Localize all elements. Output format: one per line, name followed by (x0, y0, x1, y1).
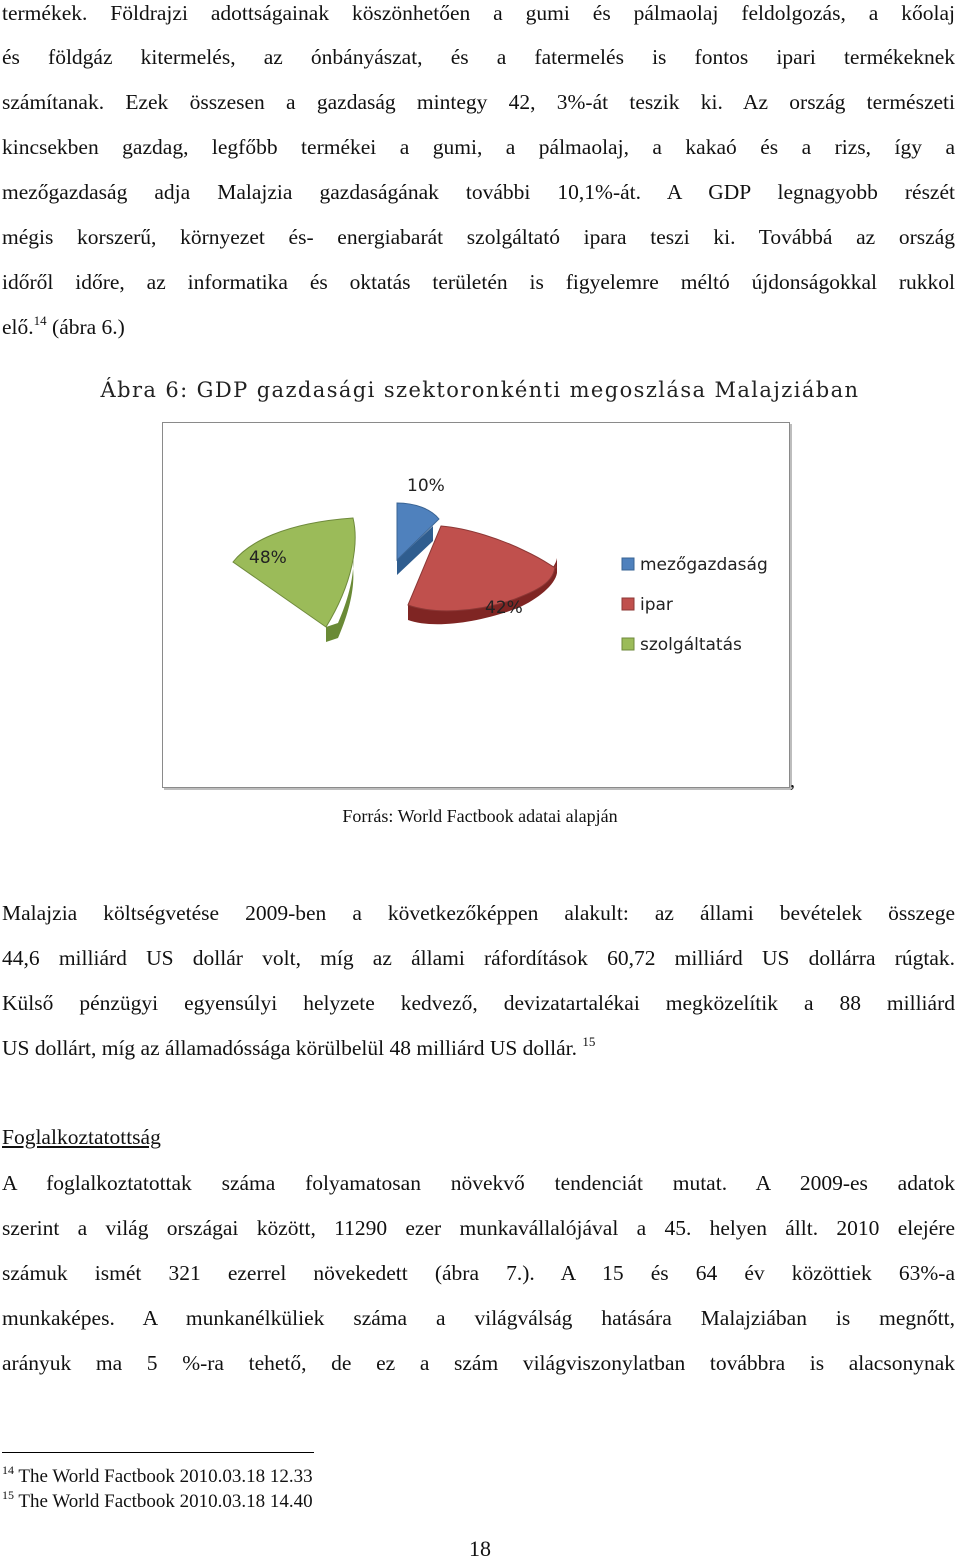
legend-label-ipar: ipar (640, 595, 673, 615)
figure-ref: (ábra 6.) (52, 315, 125, 339)
legend-label-szolgaltatas: szolgáltatás (640, 635, 742, 655)
section-heading: Foglalkoztatottság (2, 1125, 161, 1149)
figure-source: Forrás: World Factbook adatai alapján (342, 806, 618, 826)
pie-slice-szolgaltatas (232, 517, 356, 628)
footnote-divider (2, 1452, 314, 1453)
text-run: elő. (2, 315, 34, 339)
paragraph-line: US dollárt, míg az államadóssága körülbe… (2, 1035, 955, 1061)
footnote-ref[interactable]: 14 (33, 313, 47, 328)
paragraph-line: Külső pénzügyi egyensúlyi helyzete kedve… (2, 991, 955, 1015)
data-label-mezogazdasag: 10% (407, 476, 445, 496)
pie-chart: 10% 42% 48% mezőgazdaság ipar szolgáltat… (162, 422, 790, 788)
footnote: 14 The World Factbook 2010.03.18 12.33 (2, 1463, 313, 1488)
pie-slice-mezogazdasag (396, 502, 440, 562)
paragraph-line: időről időre, az informatika és oktatás … (2, 270, 955, 294)
pie-slice-side-mezogazdasag (397, 526, 433, 575)
data-label-ipar: 42% (485, 598, 523, 618)
pie-chart-svg: 10% 42% 48% mezőgazdaság ipar szolgáltat… (232, 476, 768, 655)
legend-label-mezogazdasag: mezőgazdaság (640, 555, 768, 575)
paragraph-line: elő.14 (ábra 6.) (2, 314, 955, 340)
footnote-ref[interactable]: 15 (582, 1034, 596, 1049)
figure-caption: Ábra 6: GDP gazdasági szektoronkénti meg… (100, 378, 860, 402)
footnote-number: 14 (2, 1463, 14, 1477)
data-label-szolgaltatas: 48% (249, 548, 287, 568)
paragraph-line: arányuk ma 5 %-ra tehető, de ez a szám v… (2, 1351, 955, 1375)
footnote-text: The World Factbook 2010.03.18 14.40 (18, 1491, 313, 1512)
paragraph-line: Malajzia költségvetése 2009-ben a követk… (2, 901, 955, 925)
trailing-comma: , (790, 770, 795, 792)
footnote-number: 15 (2, 1488, 14, 1502)
pie-slice-ipar (407, 525, 557, 612)
footnote: 15 The World Factbook 2010.03.18 14.40 (2, 1488, 313, 1513)
paragraph-line: 44,6 milliárd US dollár volt, míg az áll… (2, 946, 955, 970)
paragraph-line: mégis korszerű, környezet és- energiabar… (2, 225, 955, 249)
paragraph-line: és földgáz kitermelés, az ónbányászat, é… (2, 45, 955, 69)
paragraph-line: mezőgazdaság adja Malajzia gazdaságának … (2, 180, 955, 204)
paragraph-line: A foglalkoztatottak száma folyamatosan n… (2, 1171, 955, 1195)
paragraph-line: számuk ismét 321 ezerrel növekedett (ábr… (2, 1261, 955, 1285)
page-number: 18 (469, 1536, 491, 1561)
legend-swatch-ipar (621, 597, 635, 611)
paragraph-line: kincsekben gazdag, legfőbb termékei a gu… (2, 135, 955, 159)
pie-slice-side-szolgaltatas (326, 553, 354, 642)
legend-swatch-mezogazdasag (621, 557, 635, 571)
footnote-text: The World Factbook 2010.03.18 12.33 (18, 1466, 313, 1487)
legend-swatch-szolgaltatas (621, 637, 635, 651)
paragraph-line: szerint a világ országai között, 11290 e… (2, 1216, 955, 1240)
text-run: US dollárt, míg az államadóssága körülbe… (2, 1036, 578, 1060)
paragraph-line: termékek. Földrajzi adottságainak köszön… (2, 1, 955, 25)
paragraph-line: munkaképes. A munkanélküliek száma a vil… (2, 1306, 955, 1330)
paragraph-line: számítanak. Ezek összesen a gazdaság min… (2, 90, 955, 114)
